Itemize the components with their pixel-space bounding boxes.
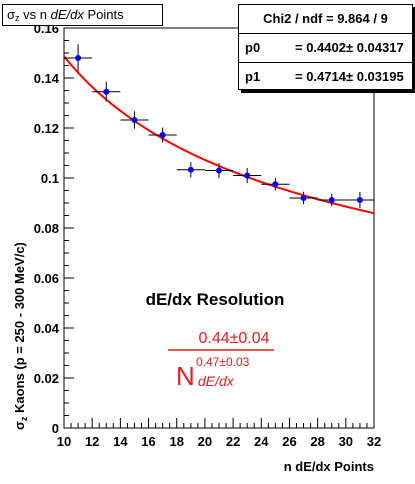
x-tick-label: 22 [226, 434, 240, 449]
point-marker [216, 167, 222, 174]
x-tick-label: 30 [339, 434, 353, 449]
data-point [204, 163, 234, 178]
x-tick-label: 28 [310, 434, 324, 449]
formula-numerator: 0.44±0.04 [198, 330, 269, 347]
point-marker [103, 88, 110, 95]
formula-exponent: 0.47±0.03 [196, 355, 250, 369]
x-axis-label: n dE/dx Points [284, 459, 374, 474]
x-tick-label: 16 [141, 434, 155, 449]
formula-base: N [176, 361, 195, 391]
y-axis-ticks: 00.020.040.060.080.10.120.140.16 [34, 21, 74, 436]
y-tick-label: 0.12 [34, 121, 59, 136]
point-marker [187, 166, 194, 173]
plot-title: σz vs n dE/dx Points [2, 4, 163, 26]
data-point [64, 44, 93, 72]
data-point [289, 191, 318, 205]
y-tick-label: 0.06 [34, 271, 59, 286]
x-tick-label: 12 [85, 434, 99, 449]
data-point [148, 127, 177, 143]
formula-subscript: dE/dx [198, 373, 235, 389]
x-tick-label: 24 [254, 434, 269, 449]
x-tick-label: 10 [57, 434, 71, 449]
data-point [176, 162, 205, 178]
y-tick-label: 0.08 [34, 221, 59, 236]
stats-row-p0: p0 = 0.4402± 0.04317 [245, 40, 404, 55]
x-tick-label: 20 [198, 434, 212, 449]
y-tick-label: 0.1 [41, 171, 59, 186]
annotation-label: dE/dx Resolution [146, 290, 285, 309]
x-tick-label: 14 [113, 434, 128, 449]
point-marker [272, 181, 279, 188]
data-point [261, 178, 290, 191]
point-marker [244, 172, 251, 179]
point-marker [356, 197, 363, 203]
x-axis-ticks: 10 12 14 16 18 20 22 24 26 28 30 32 [57, 418, 381, 449]
data-points [64, 44, 374, 208]
y-tick-label: 0.04 [34, 321, 60, 336]
fit-stats-box: Chi2 / ndf = 9.864 / 9 p0 = 0.4402± 0.043… [238, 4, 413, 90]
y-tick-label: 0.02 [34, 371, 59, 386]
point-marker [159, 132, 166, 138]
point-marker [300, 195, 307, 201]
stats-row-p1: p1 = 0.4714± 0.03195 [245, 69, 404, 84]
resolution-formula: 0.44±0.04 N 0.47±0.03 dE/dx [168, 330, 274, 391]
point-marker [328, 197, 335, 203]
y-tick-label: 0 [52, 421, 59, 436]
data-point [317, 193, 346, 207]
point-marker [131, 117, 138, 123]
data-point [120, 111, 149, 129]
y-axis-label: σz Kaons (p = 250 - 300 MeV/c) [12, 242, 29, 430]
y-tick-label: 0.14 [34, 71, 60, 86]
stats-header: Chi2 / ndf = 9.864 / 9 [263, 11, 388, 26]
x-tick-label: 32 [367, 434, 381, 449]
x-tick-label: 26 [282, 434, 296, 449]
data-point [92, 81, 121, 102]
data-point [233, 168, 262, 183]
point-marker [75, 55, 82, 61]
x-tick-label: 18 [169, 434, 183, 449]
data-point [345, 192, 374, 208]
